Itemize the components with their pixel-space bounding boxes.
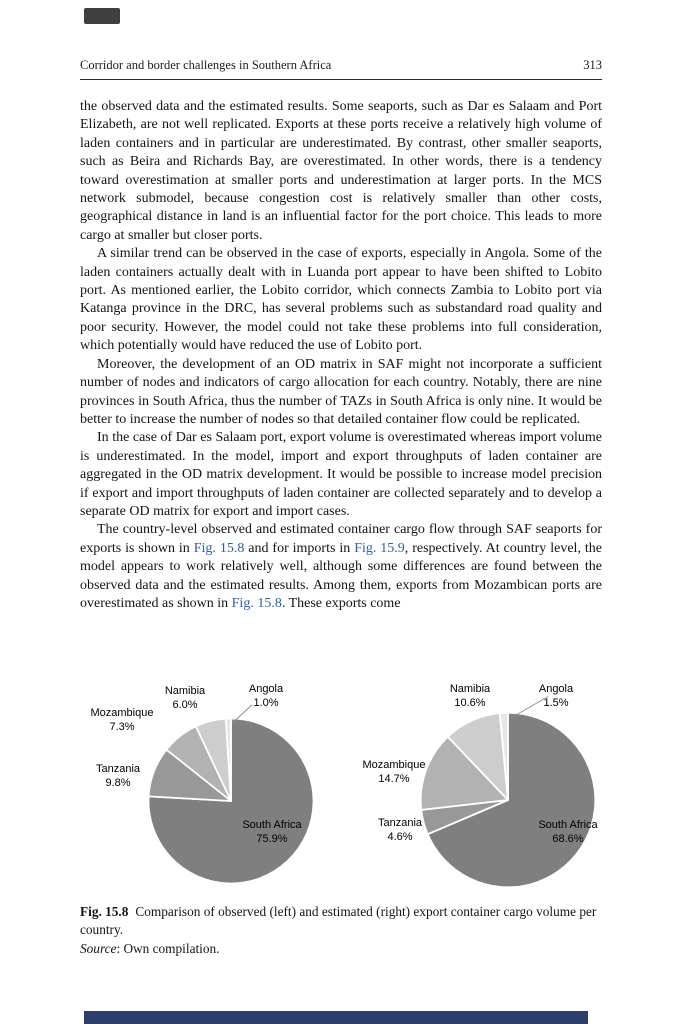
paragraph: In the case of Dar es Salaam port, expor… [80, 429, 602, 521]
pie-label-name: Mozambique [90, 707, 154, 719]
figure-link[interactable]: Fig. 15.9 [354, 540, 405, 556]
figure-caption: Fig. 15.8 Comparison of observed (left) a… [80, 903, 602, 958]
pie-label-mozambique-observed: Mozambique 7.3% [80, 706, 164, 734]
body-text: the observed data and the estimated resu… [80, 98, 602, 613]
text-run: and for imports in [244, 540, 355, 556]
figure-caption-text: Comparison of observed (left) and estima… [80, 904, 597, 937]
pie-label-value: 68.6% [552, 833, 584, 845]
pie-label-value: 6.0% [172, 699, 198, 711]
text-run: , respectively. At country level, the mo… [80, 540, 602, 611]
running-title: Corridor and border challenges in Southe… [80, 58, 332, 72]
pie-label-name: Namibia [164, 685, 206, 697]
figure-caption-label: Fig. 15.8 [80, 904, 129, 919]
pie-label-name: Angola [248, 683, 284, 695]
pie-slice-south-africa [426, 711, 597, 889]
pie-label-value: 4.6% [387, 831, 413, 843]
corner-mark [84, 8, 120, 24]
pie-label-namibia-estimated: Namibia 10.6% [428, 682, 512, 710]
pie-slice-angola [224, 717, 232, 802]
pie-label-namibia-observed: Namibia 6.0% [142, 684, 228, 712]
paragraph: Moreover, the development of an OD matri… [80, 356, 602, 430]
source-line: Source: Own compilation. [80, 940, 602, 958]
pie-slice-angola [498, 711, 509, 801]
text-run: the observed data and the estimated resu… [80, 99, 602, 243]
pie-label-name: Tanzania [95, 763, 141, 775]
bottom-bar [84, 1011, 588, 1024]
pie-label-value: 14.7% [378, 773, 410, 785]
header-rule [80, 79, 602, 80]
pie-label-name: Namibia [449, 683, 491, 695]
pie-label-tanzania-estimated: Tanzania 4.6% [362, 816, 438, 844]
text-run: A similar trend can be observed in the c… [80, 246, 602, 354]
paragraph: The country-level observed and estimated… [80, 521, 602, 613]
source-label: Source [80, 941, 117, 956]
text-run: In the case of Dar es Salaam port, expor… [80, 430, 602, 519]
pie-label-name: Mozambique [362, 759, 426, 771]
figure-link[interactable]: Fig. 15.8 [193, 540, 245, 556]
pie-slice-mozambique [419, 735, 509, 811]
figure-link[interactable]: Fig. 15.8 [231, 595, 282, 611]
page-number: 313 [583, 58, 602, 72]
pie-label-angola-estimated: Angola 1.5% [518, 682, 594, 710]
source-text: : Own compilation. [116, 941, 220, 956]
pie-label-south-africa-estimated: South Africa 68.6% [526, 818, 610, 846]
pie-label-name: Tanzania [377, 817, 423, 829]
text-run: Moreover, the development of an OD matri… [80, 356, 602, 427]
pie-label-south-africa-observed: South Africa 75.9% [230, 818, 314, 846]
pie-label-name: Angola [538, 683, 574, 695]
pie-label-name: South Africa [538, 819, 598, 831]
pie-label-value: 75.9% [256, 833, 288, 845]
pie-label-value: 1.0% [253, 697, 279, 709]
pie-label-value: 7.3% [109, 721, 135, 733]
pie-chart-observed [147, 717, 315, 885]
pie-label-tanzania-observed: Tanzania 9.8% [80, 762, 156, 790]
paragraph: A similar trend can be observed in the c… [80, 245, 602, 355]
text-run: . These exports come [281, 595, 401, 611]
figure-15-8: Namibia 6.0% Angola 1.0% Mozambique 7.3%… [80, 678, 602, 902]
pie-label-value: 1.5% [543, 697, 569, 709]
pie-label-angola-observed: Angola 1.0% [228, 682, 304, 710]
pie-label-name: South Africa [242, 819, 302, 831]
pie-label-mozambique-estimated: Mozambique 14.7% [352, 758, 436, 786]
pie-label-value: 10.6% [454, 697, 486, 709]
text-run: The country-level observed and estimated… [80, 522, 602, 556]
page-header: Corridor and border challenges in Southe… [80, 58, 602, 73]
paragraph: the observed data and the estimated resu… [80, 98, 602, 245]
pie-chart-estimated [419, 711, 597, 889]
pie-label-value: 9.8% [105, 777, 131, 789]
